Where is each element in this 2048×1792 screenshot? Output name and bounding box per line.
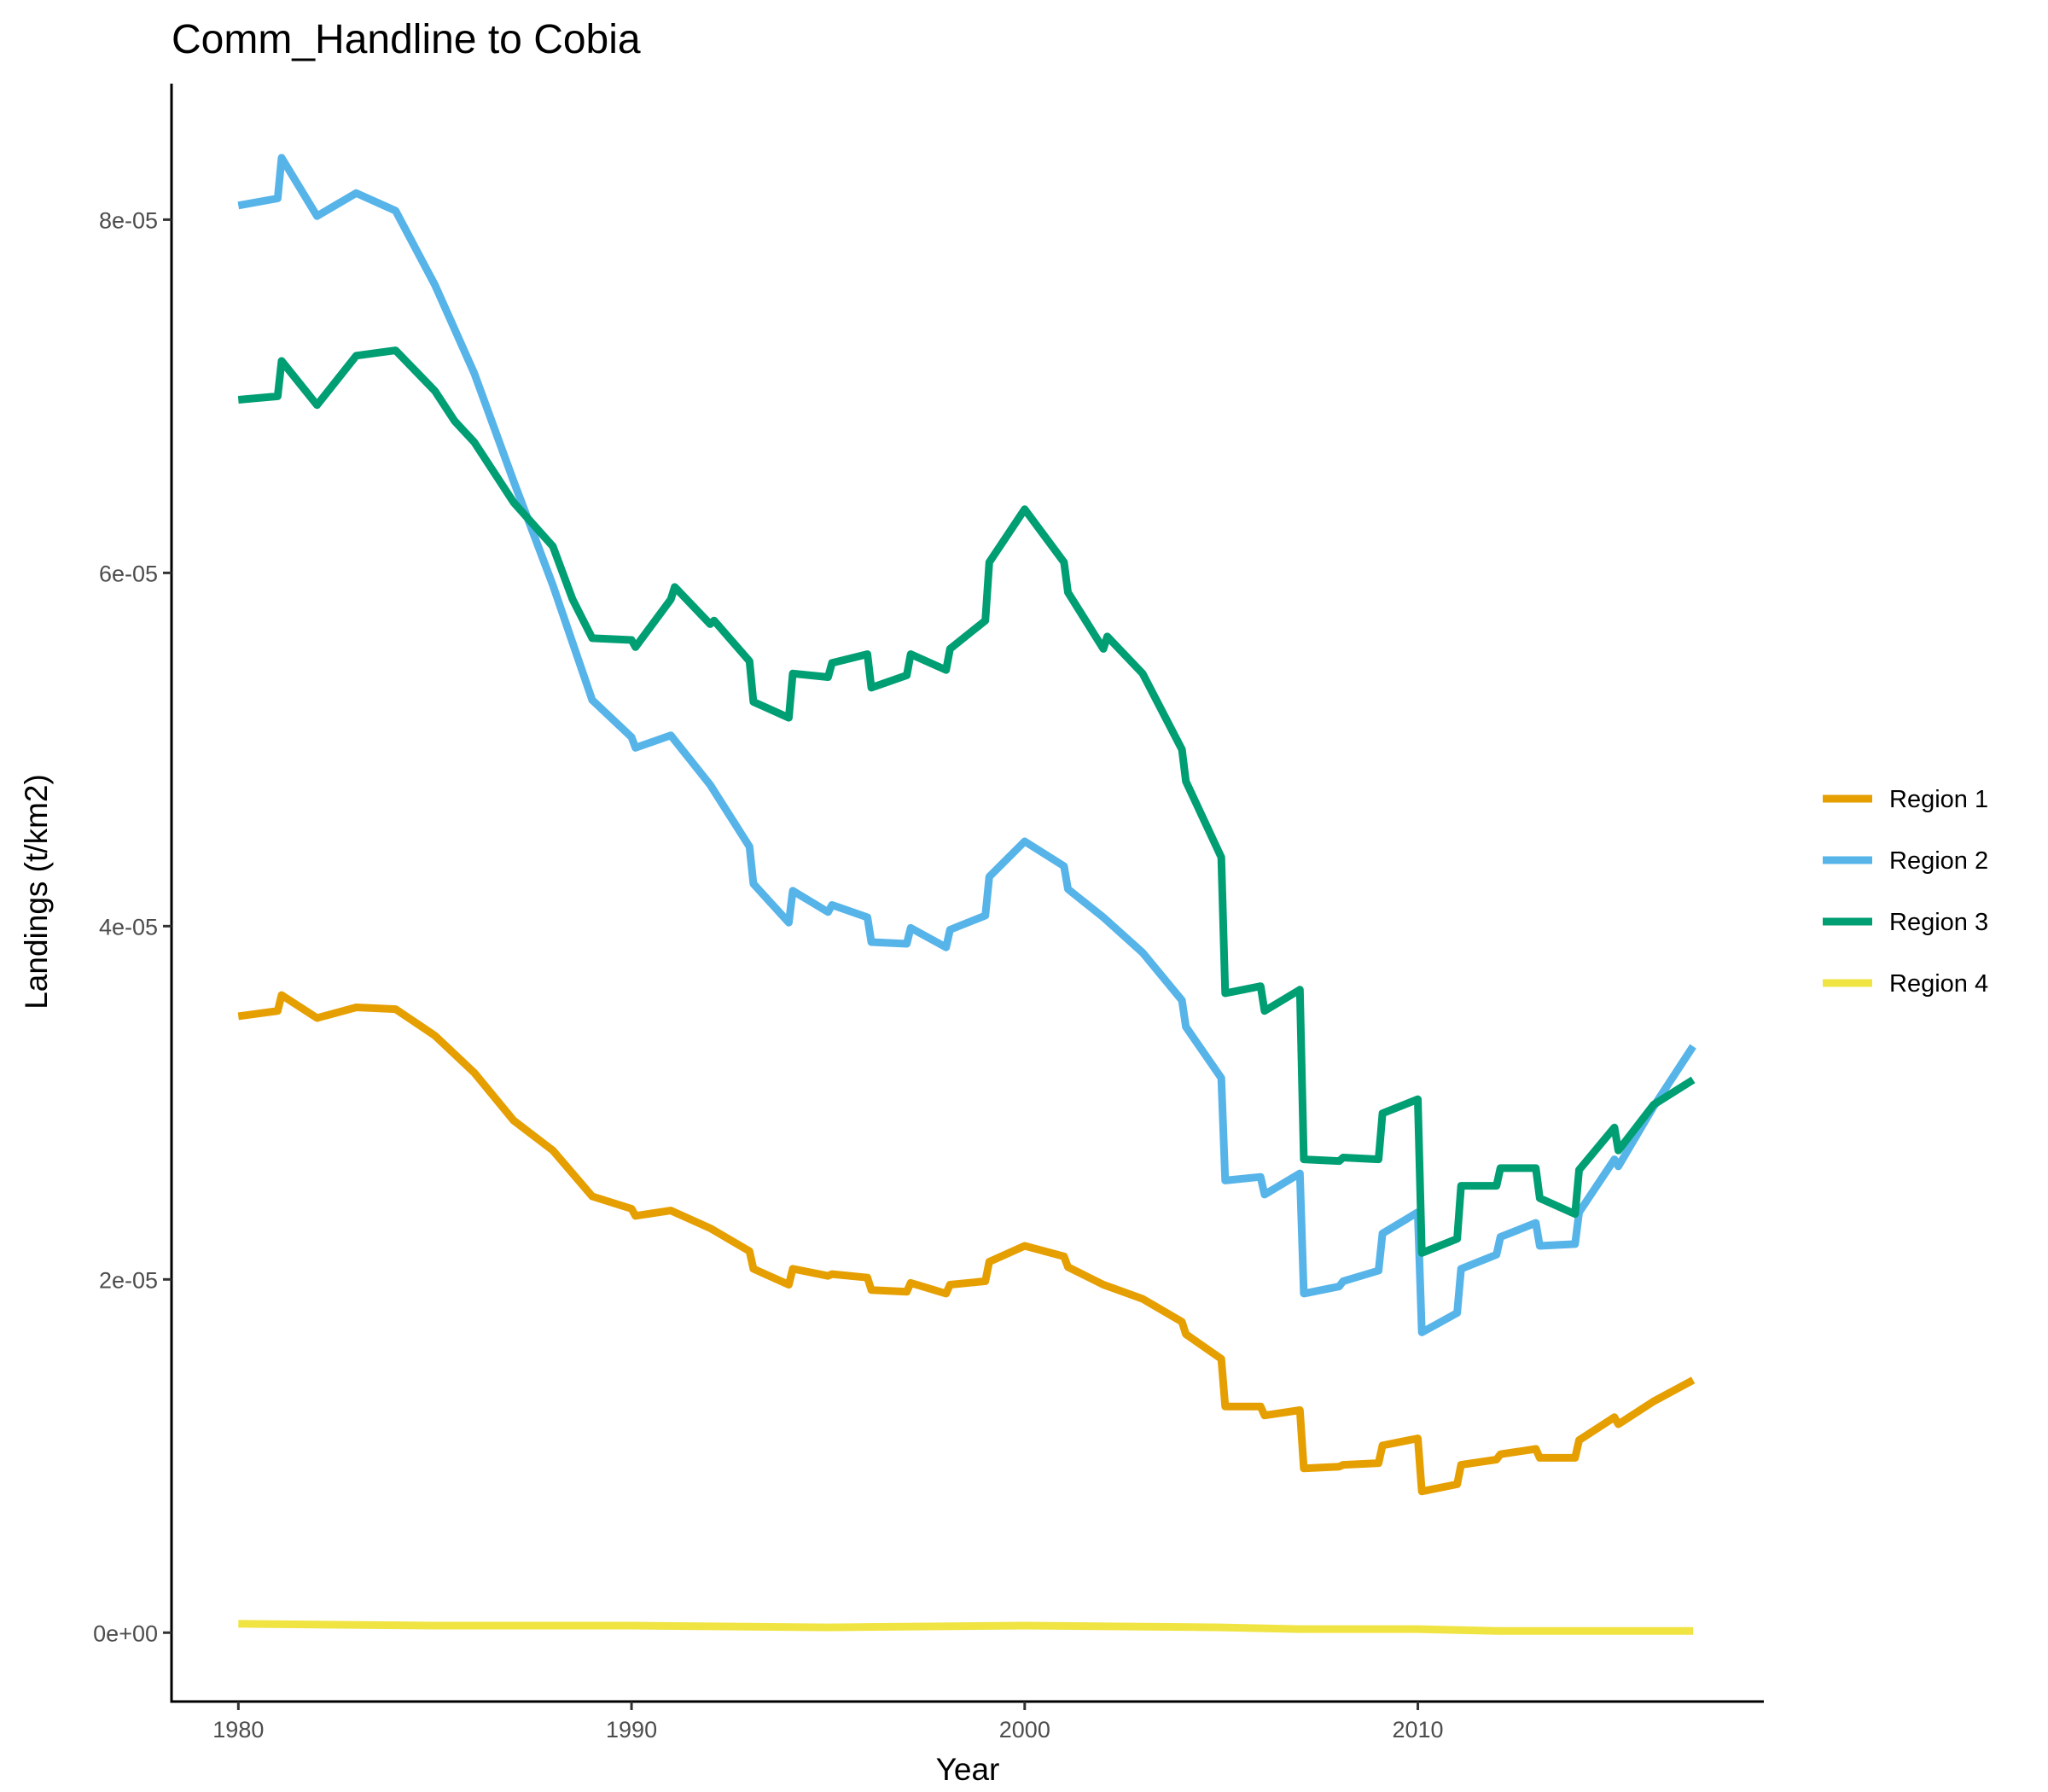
series-line-region-3 <box>237 346 1696 1257</box>
x-axis-title: Year <box>936 1752 1000 1787</box>
legend: Region 1 Region 2 Region 3 Region 4 <box>1823 786 1988 998</box>
series-lines <box>237 154 1696 1635</box>
y-tick-label: 4e-05 <box>99 914 158 940</box>
legend-label-region-3: Region 3 <box>1889 909 1988 936</box>
legend-label-region-4: Region 4 <box>1889 970 1988 998</box>
y-tick-label: 0e+00 <box>93 1620 158 1646</box>
series-line-region-1 <box>237 991 1696 1496</box>
y-tick-label: 6e-05 <box>99 561 158 586</box>
chart-title: Comm_Handline to Cobia <box>172 17 641 62</box>
legend-label-region-2: Region 2 <box>1889 847 1988 875</box>
x-tick-label: 1980 <box>212 1717 264 1743</box>
y-tick-label: 8e-05 <box>99 207 158 233</box>
x-tick-label: 2010 <box>1393 1717 1444 1743</box>
y-tick-label: 2e-05 <box>99 1267 158 1293</box>
x-tick-label: 1990 <box>606 1717 657 1743</box>
legend-label-region-1: Region 1 <box>1889 786 1988 813</box>
series-line-region-2 <box>237 154 1696 1336</box>
x-tick-label: 2000 <box>999 1717 1050 1743</box>
y-axis-ticks: 0e+00 2e-05 4e-05 6e-05 8e-05 <box>93 207 172 1646</box>
x-axis-ticks: 1980 1990 2000 2010 <box>212 1702 1444 1743</box>
series-line-region-4 <box>238 1620 1694 1635</box>
y-axis-title: Landings (t/km2) <box>19 774 54 1009</box>
